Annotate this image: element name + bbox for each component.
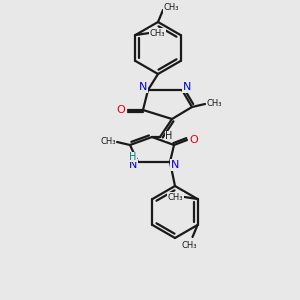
- Text: H: H: [165, 131, 173, 141]
- Text: O: O: [117, 105, 125, 115]
- Text: CH₃: CH₃: [100, 137, 116, 146]
- Text: CH₃: CH₃: [150, 28, 165, 38]
- Text: O: O: [190, 135, 198, 145]
- Text: N: N: [139, 82, 147, 92]
- Text: CH₃: CH₃: [163, 4, 179, 13]
- Text: CH₃: CH₃: [182, 241, 197, 250]
- Text: H: H: [129, 152, 137, 162]
- Text: N: N: [171, 160, 179, 170]
- Text: N: N: [183, 82, 191, 92]
- Text: CH₃: CH₃: [168, 193, 183, 202]
- Text: N: N: [129, 160, 137, 170]
- Text: CH₃: CH₃: [206, 100, 222, 109]
